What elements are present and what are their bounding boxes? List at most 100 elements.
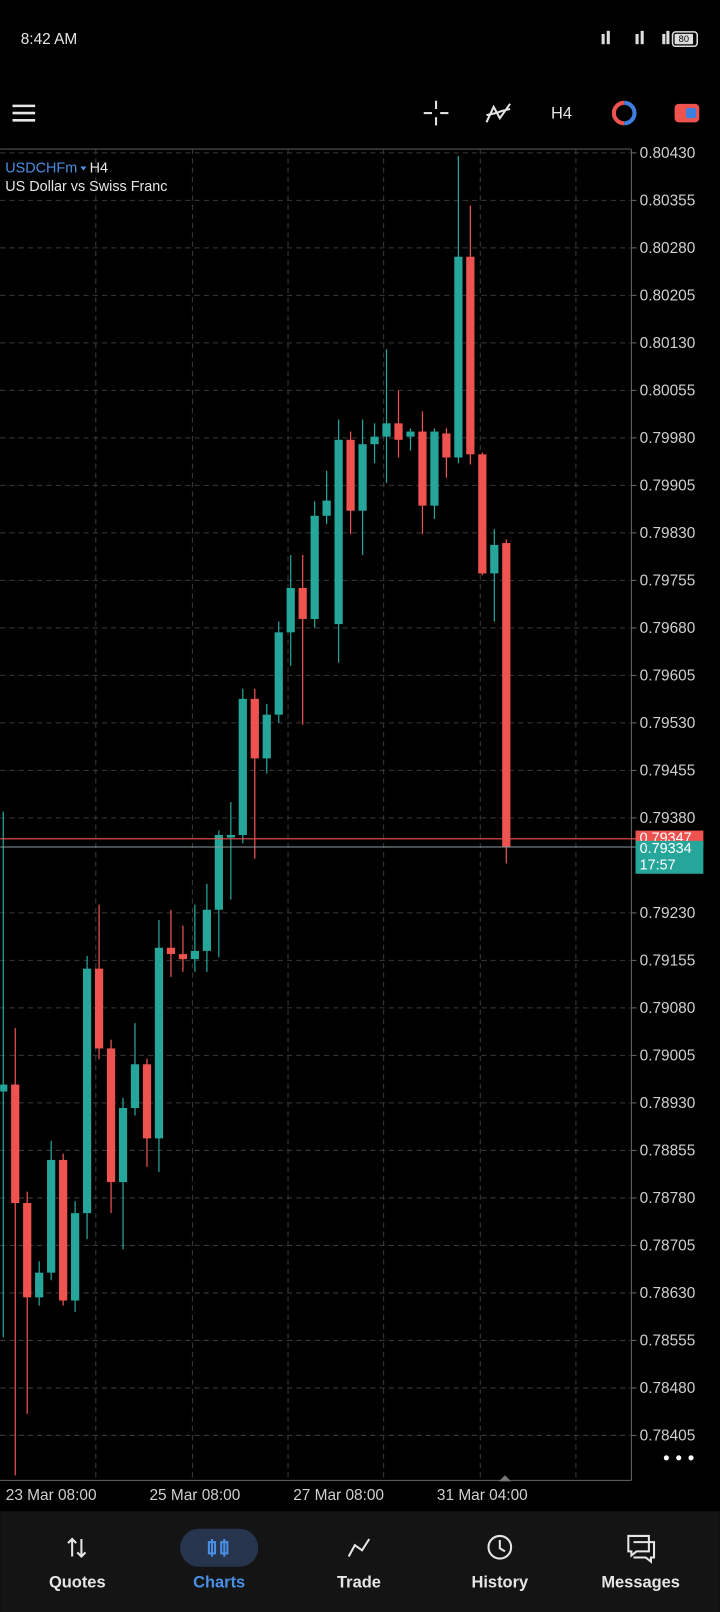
- y-tick-label: 0.79830: [640, 525, 696, 542]
- nav-item[interactable]: Charts: [193, 1574, 245, 1592]
- candle-body: [298, 587, 307, 620]
- candle-body: [23, 1202, 32, 1298]
- battery-level: [674, 33, 694, 45]
- y-tick-label: 0.79530: [640, 715, 696, 732]
- candle-body: [490, 544, 499, 574]
- candles: [0, 156, 511, 1476]
- nav-item[interactable]: History: [471, 1574, 528, 1592]
- candle-body: [71, 1213, 80, 1301]
- candle-body: [346, 439, 355, 511]
- current-bar-marker: [498, 1475, 512, 1482]
- crosshair-button[interactable]: [423, 100, 449, 126]
- y-tick-label: 0.80130: [640, 335, 696, 352]
- candle-body: [142, 1064, 152, 1139]
- bid-label-bg: [635, 840, 704, 874]
- candle-body: [478, 454, 487, 574]
- nav-item[interactable]: Messages: [601, 1574, 680, 1592]
- candle-body: [466, 256, 475, 455]
- nav-items: Quotes Charts Trade History Messages: [49, 1574, 680, 1592]
- indicators-button[interactable]: [485, 103, 511, 123]
- symbol[interactable]: USDCHFm: [5, 160, 77, 176]
- candle-body: [178, 954, 188, 960]
- y-tick-label: 0.79605: [640, 668, 696, 685]
- x-tick-label: 27 Mar 08:00: [293, 1487, 384, 1504]
- candle-body: [59, 1159, 68, 1301]
- y-tick-label: 0.78405: [640, 1428, 696, 1445]
- candle-body: [442, 433, 451, 458]
- y-tick-label: 0.78630: [640, 1285, 696, 1302]
- candle-body: [274, 632, 283, 715]
- candle-body: [226, 835, 235, 838]
- candle-body: [130, 1064, 140, 1108]
- battery-text: 80: [679, 34, 689, 44]
- x-tick-label: 31 Mar 04:00: [437, 1487, 528, 1504]
- x-tick-label: 25 Mar 08:00: [149, 1487, 240, 1504]
- candle-body: [334, 439, 343, 625]
- bid-label: 0.79334: [640, 841, 692, 857]
- candle-body: [310, 515, 319, 620]
- y-tick-label: 0.79005: [640, 1048, 696, 1065]
- trade-button[interactable]: [674, 103, 700, 123]
- y-tick-label: 0.79755: [640, 572, 696, 589]
- candle-body: [394, 423, 403, 440]
- candle-body: [250, 698, 259, 759]
- status-icons: [601, 30, 670, 45]
- candle-body: [82, 968, 92, 1214]
- y-tick-label: 0.79680: [640, 620, 696, 637]
- candle-body: [262, 714, 271, 759]
- y-tick-label: 0.79905: [640, 477, 696, 494]
- axis-layer: 0.80430 0.80355 0.80280 0.80205 0.80130 0.800…: [0, 145, 704, 1504]
- candle-body: [154, 947, 164, 1139]
- candle-body: [502, 543, 511, 848]
- candle-body: [94, 968, 104, 1049]
- y-tick-label: 0.79980: [640, 430, 696, 447]
- nav-icons: [67, 1534, 656, 1564]
- y-tick-label: 0.79455: [640, 763, 696, 780]
- candle-body: [238, 698, 247, 836]
- menu-button[interactable]: [12, 104, 36, 122]
- candle-body: [214, 835, 223, 910]
- grid-layer: [0, 152, 632, 1436]
- y-tick-label: 0.79230: [640, 905, 696, 922]
- candle-body: [370, 436, 379, 445]
- candle-body: [418, 431, 427, 506]
- y-tick-label: 0.80205: [640, 287, 696, 304]
- y-tick-label: 0.80055: [640, 382, 696, 399]
- candle-body: [322, 500, 331, 516]
- candle-body: [430, 431, 439, 506]
- objects-button[interactable]: [611, 100, 637, 126]
- y-tick-label: 0.79380: [640, 810, 696, 827]
- nav-item[interactable]: Trade: [337, 1574, 381, 1592]
- candle-body: [47, 1159, 56, 1273]
- status-time: 8:42 AM: [21, 31, 78, 48]
- battery-outline: [671, 31, 698, 48]
- candle-body: [358, 444, 367, 511]
- candle-body: [106, 1048, 116, 1183]
- y-tick-label: 0.79080: [640, 1000, 696, 1017]
- nav-active-pill: [180, 1528, 259, 1567]
- timeframe-button[interactable]: H4: [551, 104, 572, 122]
- y-tick-label: 0.78930: [640, 1095, 696, 1112]
- y-tick-label: 0.78855: [640, 1143, 696, 1160]
- candle-body: [190, 950, 200, 960]
- y-tick-label: 0.80280: [640, 240, 696, 257]
- candle-body: [166, 947, 176, 955]
- more-button[interactable]: [663, 1455, 694, 1461]
- chart-timeframe: H4: [90, 160, 108, 176]
- x-tick-label: 23 Mar 08:00: [6, 1487, 97, 1504]
- candle-body: [118, 1107, 128, 1183]
- candle-body: [286, 587, 295, 633]
- y-tick-label: 0.80355: [640, 192, 696, 209]
- symbol-dropdown[interactable]: [80, 166, 87, 171]
- candle-body: [382, 423, 391, 437]
- candle-body: [0, 1084, 8, 1092]
- y-tick-label: 0.78480: [640, 1380, 696, 1397]
- y-tick-label: 0.78705: [640, 1238, 696, 1255]
- nav-item[interactable]: Quotes: [49, 1574, 106, 1592]
- y-tick-label: 0.78780: [640, 1190, 696, 1207]
- nav-bar: [0, 1511, 720, 1612]
- candle-body: [454, 256, 463, 458]
